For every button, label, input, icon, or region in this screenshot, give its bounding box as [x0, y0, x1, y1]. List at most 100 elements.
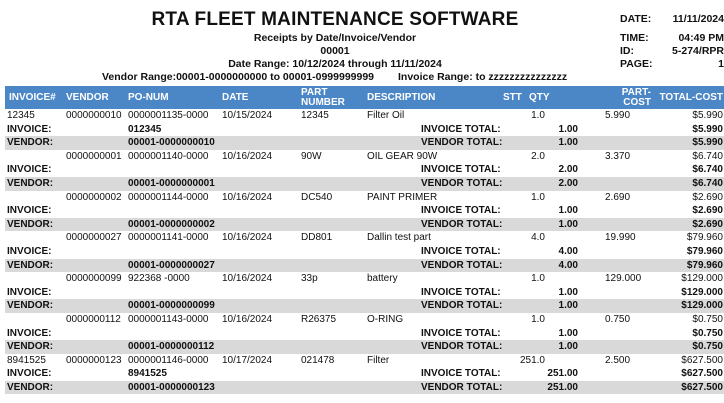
report-code: 00001 [320, 45, 350, 57]
invoice-total-qty: 1.00 [558, 123, 578, 135]
invoice-label: INVOICE: [7, 368, 52, 380]
report-title: RTA FLEET MAINTENANCE SOFTWARE [151, 9, 519, 30]
part-number: R26375 [301, 313, 337, 325]
invoice-total-cost: $0.750 [692, 327, 723, 339]
po-number: 0000001144-0000 [128, 191, 209, 203]
meta-time-label: TIME: [620, 32, 649, 44]
receipt-date: 10/15/2024 [222, 110, 273, 121]
receipt-date: 10/16/2024 [222, 191, 273, 203]
meta-time: TIME: 04:49 PM [620, 32, 724, 46]
invoice-total-label: INVOICE TOTAL: [421, 205, 501, 217]
quantity: 1.0 [531, 313, 545, 325]
invoice-total-qty: 1.00 [558, 327, 578, 339]
vendor-label: VENDOR: [7, 381, 54, 393]
vendor-id: 00001-0000000002 [128, 218, 215, 230]
vendor-id: 00001-0000000112 [128, 341, 215, 353]
invoice-label: INVOICE: [7, 245, 52, 257]
part-number: DD801 [301, 232, 333, 244]
invoice-total-cost: $2.690 [692, 205, 723, 217]
total-cost: $0.750 [692, 313, 723, 325]
vendor-number: 0000000027 [66, 232, 122, 244]
receipt-date: 10/17/2024 [222, 354, 273, 366]
invoice-total-cost: $627.500 [681, 368, 723, 380]
invoice-label: INVOICE: [7, 205, 52, 217]
meta-page-label: PAGE: [620, 58, 653, 70]
quantity: 251.0 [519, 354, 545, 366]
description: Dallin test part [367, 232, 431, 244]
detail-row: 0000000112 0000001143-0000 10/16/2024 R2… [5, 313, 724, 327]
quantity: 1.0 [531, 273, 545, 285]
receipt-date: 10/16/2024 [222, 273, 273, 285]
vendor-total-cost: $5.990 [692, 137, 723, 149]
invoice-total-row: INVOICE: INVOICE TOTAL: 2.00 $6.740 [5, 163, 724, 177]
meta-id-value: 5-274/RPR [672, 45, 724, 57]
col-stt: STT [503, 91, 522, 103]
vendor-total-label: VENDOR TOTAL: [421, 177, 503, 189]
total-cost: $79.960 [686, 232, 723, 244]
receipts-table: 12345 0000000010 0000001135-0000 10/15/2… [5, 109, 724, 395]
col-total-cost: TOTAL-COST [659, 91, 723, 103]
part-cost: 5.990 [605, 110, 631, 121]
detail-row: 0000000001 0000001140-0000 10/16/2024 90… [5, 150, 724, 164]
col-po: PO-NUM [128, 91, 169, 103]
quantity: 2.0 [531, 150, 545, 162]
invoice-id: 8941525 [128, 368, 167, 380]
part-number: DC540 [301, 191, 333, 203]
total-cost: $2.690 [692, 191, 723, 203]
part-cost: 3.370 [605, 150, 631, 162]
invoice-range: Invoice Range: to zzzzzzzzzzzzzzz [398, 71, 568, 83]
total-cost: $6.740 [692, 150, 723, 162]
part-cost: 0.750 [605, 313, 631, 325]
invoice-total-label: INVOICE TOTAL: [421, 368, 501, 380]
part-number: 021478 [301, 354, 335, 366]
meta-time-value: 04:49 PM [678, 32, 724, 44]
vendor-label: VENDOR: [7, 341, 54, 353]
quantity: 1.0 [531, 191, 545, 203]
quantity: 1.0 [531, 110, 545, 121]
detail-row: 0000000099 922368 -0000 10/16/2024 33p b… [5, 272, 724, 286]
po-number: 0000001135-0000 [128, 110, 209, 121]
vendor-number: 0000000002 [66, 191, 122, 203]
po-number: 922368 -0000 [128, 273, 190, 285]
col-qty: QTY [529, 91, 550, 103]
vendor-total-label: VENDOR TOTAL: [421, 137, 503, 149]
invoice-label: INVOICE: [7, 164, 52, 176]
total-cost: $5.990 [692, 110, 723, 121]
invoice-number: 12345 [7, 110, 35, 121]
vendor-total-label: VENDOR TOTAL: [421, 300, 503, 312]
description: battery [367, 273, 398, 285]
vendor-label: VENDOR: [7, 259, 54, 271]
invoice-total-row: INVOICE: INVOICE TOTAL: 1.00 $129.000 [5, 286, 724, 300]
description: PAINT PRIMER [367, 191, 438, 203]
po-number: 0000001140-0000 [128, 150, 209, 162]
detail-row: 8941525 0000000123 0000001146-0000 10/17… [5, 354, 724, 368]
description: O-RING [367, 313, 404, 325]
vendor-total-row: VENDOR: 00001-0000000010 VENDOR TOTAL: 1… [5, 136, 724, 150]
vendor-total-row: VENDOR: 00001-0000000123 VENDOR TOTAL: 2… [5, 380, 724, 395]
vendor-total-cost: $129.000 [681, 300, 723, 312]
meta-page-value: 1 [718, 58, 724, 70]
vendor-total-cost: $79.960 [686, 259, 723, 271]
total-cost: $129.000 [681, 273, 723, 285]
date-range: Date Range: 10/12/2024 through 11/11/202… [228, 58, 442, 70]
vendor-number: 0000000001 [66, 150, 122, 162]
quantity: 4.0 [531, 232, 545, 244]
invoice-total-qty: 1.00 [558, 286, 578, 298]
vendor-number: 0000000099 [66, 273, 122, 285]
vendor-total-label: VENDOR TOTAL: [421, 381, 503, 393]
vendor-number: 0000000010 [66, 110, 122, 121]
part-number: 90W [301, 150, 322, 162]
meta-id: ID: 5-274/RPR [620, 45, 724, 59]
vendor-total-row: VENDOR: 00001-0000000112 VENDOR TOTAL: 1… [5, 340, 724, 354]
invoice-total-row: INVOICE: INVOICE TOTAL: 1.00 $2.690 [5, 204, 724, 218]
po-number: 0000001143-0000 [128, 313, 209, 325]
vendor-label: VENDOR: [7, 218, 54, 230]
col-invoice: INVOICE# [9, 91, 56, 103]
meta-id-label: ID: [620, 45, 634, 57]
invoice-label: INVOICE: [7, 286, 52, 298]
vendor-total-qty: 1.00 [558, 137, 578, 149]
invoice-total-cost: $129.000 [681, 286, 723, 298]
vendor-id: 00001-0000000123 [128, 381, 215, 393]
invoice-total-cost: $79.960 [686, 245, 723, 257]
vendor-range: Vendor Range:00001-0000000000 to 00001-0… [102, 71, 375, 83]
